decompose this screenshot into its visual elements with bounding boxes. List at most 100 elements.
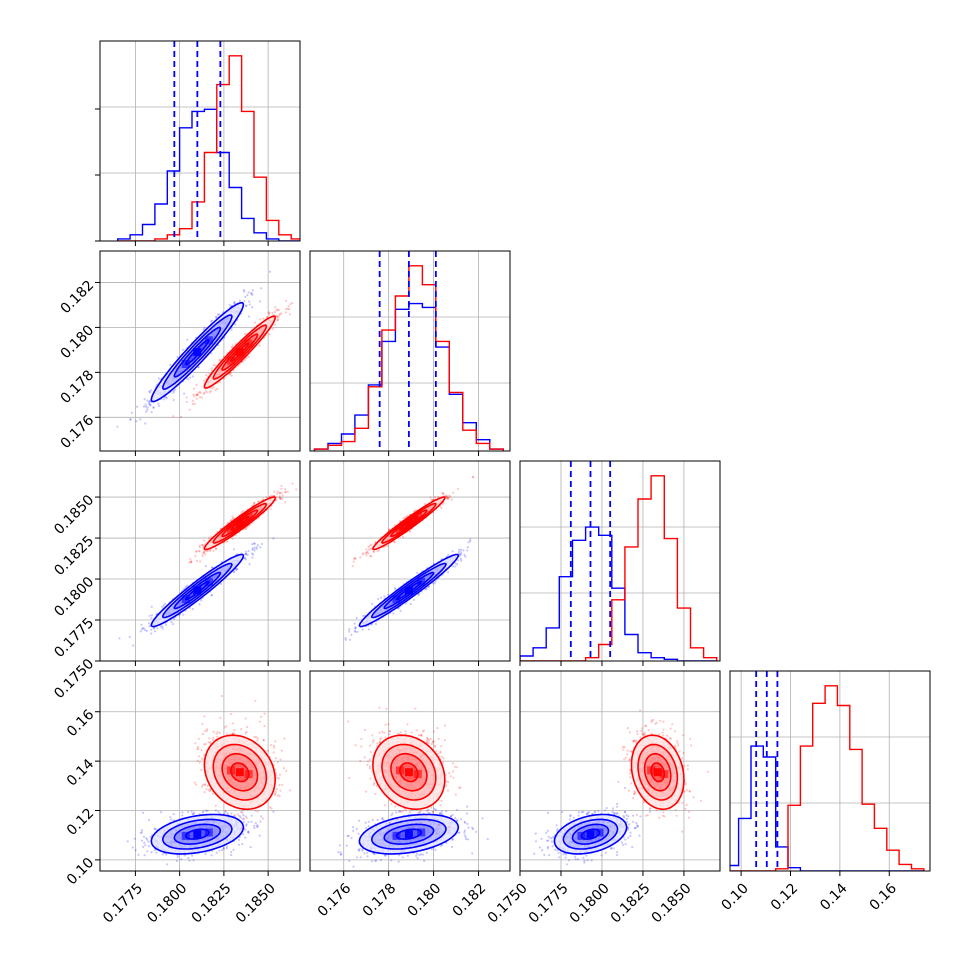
scatter-point bbox=[268, 313, 271, 316]
scatter-point bbox=[149, 389, 153, 392]
scatter-point bbox=[174, 388, 177, 391]
scatter-point bbox=[209, 549, 212, 553]
density-block bbox=[181, 595, 190, 604]
scatter-point bbox=[279, 498, 282, 501]
histogram-red bbox=[117, 55, 300, 241]
scatter-point bbox=[240, 511, 243, 514]
scatter-point bbox=[353, 629, 356, 633]
scatter-point bbox=[417, 593, 420, 597]
scatter-point bbox=[205, 374, 208, 377]
scatter-point bbox=[150, 411, 153, 414]
scatter-point bbox=[252, 542, 256, 545]
scatter-point bbox=[219, 582, 223, 586]
scatter-point bbox=[200, 599, 203, 602]
scatter-point bbox=[186, 584, 189, 587]
scatter-point bbox=[269, 507, 272, 510]
scatter-point bbox=[148, 625, 151, 628]
scatter-point bbox=[267, 311, 270, 314]
scatter-point bbox=[251, 547, 254, 550]
scatter-point bbox=[354, 626, 357, 629]
scatter-point bbox=[251, 543, 254, 546]
scatter-point bbox=[425, 588, 428, 591]
scatter-point bbox=[437, 495, 440, 498]
scatter-point bbox=[189, 376, 192, 379]
scatter-point bbox=[248, 300, 251, 303]
scatter-point bbox=[409, 602, 412, 606]
scatter-point bbox=[231, 515, 234, 518]
scatter-point bbox=[255, 547, 258, 551]
scatter-point bbox=[234, 568, 238, 571]
scatter-point bbox=[362, 552, 365, 555]
scatter-point bbox=[231, 344, 234, 347]
scatter-point bbox=[129, 418, 132, 421]
scatter-point bbox=[348, 630, 351, 633]
scatter-point bbox=[259, 546, 262, 549]
scatter-point bbox=[191, 402, 194, 405]
density-block bbox=[204, 577, 213, 586]
scatter-point bbox=[173, 617, 176, 621]
scatter-point bbox=[214, 315, 217, 319]
scatter-point bbox=[144, 403, 147, 406]
scatter-point bbox=[268, 333, 271, 336]
scatter-point bbox=[394, 588, 397, 591]
scatter-point bbox=[209, 320, 213, 323]
scatter-point bbox=[148, 391, 151, 394]
scatter-point bbox=[471, 475, 474, 478]
scatter-point bbox=[243, 557, 246, 560]
scatter-point bbox=[258, 344, 261, 347]
scatter-point bbox=[277, 308, 280, 311]
scatter-point bbox=[284, 490, 287, 494]
scatter-point bbox=[232, 369, 235, 372]
scatter-point bbox=[146, 406, 149, 409]
scatter-point bbox=[251, 552, 254, 555]
panel-0-0 bbox=[95, 40, 301, 246]
scatter-point bbox=[196, 393, 199, 396]
scatter-point bbox=[201, 543, 204, 547]
scatter-point bbox=[344, 637, 347, 640]
scatter-point bbox=[353, 557, 356, 560]
scatter-point bbox=[404, 516, 407, 519]
scatter-point bbox=[205, 549, 208, 553]
scatter-point bbox=[203, 391, 206, 394]
scatter-point bbox=[147, 401, 151, 404]
scatter-point bbox=[466, 549, 469, 552]
scatter-point bbox=[285, 299, 288, 302]
scatter-point bbox=[157, 402, 160, 405]
scatter-point bbox=[243, 290, 246, 293]
scatter-point bbox=[280, 312, 283, 315]
scatter-point bbox=[209, 389, 212, 393]
scatter-point bbox=[276, 308, 279, 311]
scatter-point bbox=[142, 405, 146, 408]
scatter-point bbox=[150, 632, 153, 635]
scatter-point bbox=[143, 627, 146, 630]
scatter-point bbox=[157, 377, 160, 380]
scatter-point bbox=[253, 501, 256, 504]
scatter-point bbox=[276, 318, 279, 321]
scatter-point bbox=[288, 308, 291, 311]
scatter-point bbox=[146, 408, 149, 411]
scatter-point bbox=[354, 557, 357, 560]
scatter-point bbox=[150, 605, 153, 608]
scatter-point bbox=[393, 587, 396, 590]
scatter-point bbox=[169, 363, 172, 367]
panel-body bbox=[344, 475, 475, 642]
scatter-point bbox=[148, 403, 152, 406]
scatter-point bbox=[315, 472, 317, 474]
scatter-point bbox=[250, 292, 253, 295]
scatter-point bbox=[148, 614, 151, 617]
scatter-point bbox=[233, 302, 236, 305]
scatter-point bbox=[404, 602, 407, 605]
scatter-point bbox=[193, 402, 196, 405]
scatter-point bbox=[350, 633, 353, 637]
scatter-point bbox=[277, 490, 280, 493]
scatter-point bbox=[366, 550, 369, 553]
scatter-point bbox=[284, 311, 288, 314]
scatter-point bbox=[233, 571, 236, 574]
scatter-point bbox=[202, 328, 205, 331]
scatter-point bbox=[265, 496, 268, 499]
scatter-point bbox=[392, 612, 395, 615]
scatter-point bbox=[456, 487, 459, 490]
scatter-point bbox=[252, 503, 255, 506]
scatter-point bbox=[359, 556, 362, 559]
scatter-point bbox=[230, 374, 233, 377]
